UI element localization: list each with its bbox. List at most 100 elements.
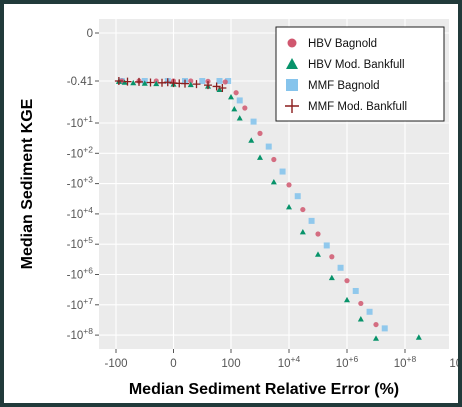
figure-panel: 0 -0.41 -10+1 -10+2 -10+3 -10+4 -10+5 -10+6 -10+… [4, 4, 458, 403]
mmf-bagnold-point [225, 78, 232, 84]
hbv-mod-bankfull-legend-key [286, 58, 298, 69]
mmf-mod-bankfull-point [218, 84, 227, 93]
y-tick-exponent: +8 [83, 326, 93, 336]
mmf-bagnold-legend-key [286, 79, 298, 91]
y-tick-exponent: +4 [83, 205, 93, 215]
y-tick-label: 0 [87, 28, 93, 40]
hbv-bagnold-legend-label: HBV Bagnold [308, 38, 377, 50]
hbv-bagnold-point [222, 79, 228, 85]
y-tick-label: -10+3 [67, 175, 94, 191]
y-tick-label: -10+7 [67, 296, 94, 312]
x-tick-label: 0 [170, 358, 176, 370]
mmf-mod-bankfull-point [114, 77, 123, 85]
hbv-bagnold-point [257, 130, 263, 136]
y-tick-exponent: +5 [83, 235, 93, 245]
x-tick-label: -100 [104, 358, 127, 370]
hbv-mod-bankfull-point [130, 79, 137, 86]
hbv-bagnold-point [344, 278, 350, 284]
y-axis-title: Median Sediment KGE [19, 98, 36, 269]
mmf-mod-bankfull-point [204, 81, 212, 90]
y-tick-label: -10+2 [67, 144, 94, 160]
hbv-mod-bankfull-point [248, 137, 255, 143]
hbv-bagnold-point [188, 78, 194, 84]
y-tick-label: -10+1 [67, 114, 94, 130]
y-tick-labels: 0 -0.41 -10+1 -10+2 -10+3 -10+4 -10+5 -10+6 -10+… [67, 28, 99, 342]
hbv-bagnold-point [329, 254, 335, 260]
x-tick-label: 10+10 [449, 354, 458, 370]
y-tick-label: -10+6 [67, 266, 94, 282]
hbv-mod-bankfull-legend-label: HBV Mod. Bankfull [308, 59, 405, 71]
mmf-mod-bankfull-point [192, 80, 201, 89]
mmf-bagnold-point [323, 242, 330, 249]
y-tick-exponent: +7 [83, 296, 93, 306]
mmf-mod-bankfull-point [135, 77, 143, 86]
mmf-bagnold-point [294, 193, 301, 200]
mmf-bagnold-point [366, 308, 373, 315]
hbv-bagnold-point [358, 300, 364, 307]
y-tick-label: -0.41 [67, 76, 93, 88]
hbv-mod-bankfull-point [153, 80, 160, 87]
x-tick-label: 100 [221, 358, 240, 370]
mmf-bagnold-point [216, 78, 223, 84]
hbv-bagnold-point [286, 182, 292, 188]
mmf-mod-bankfull-point [212, 82, 221, 91]
mmf-mod-bankfull-point [175, 79, 184, 88]
x-tick-label: 10+6 [336, 354, 359, 370]
hbv-mod-bankfull-point [315, 251, 321, 257]
hbv-bagnold-point [373, 321, 379, 328]
hbv-mod-bankfull-point [228, 93, 234, 100]
hbv-mod-bankfull-point [344, 296, 350, 303]
mmf-mod-bankfull-legend-key [285, 99, 299, 113]
legend: HBV Bagnold HBV Mod. Bankfull MMF Bagnold M… [275, 26, 445, 122]
hbv-mod-bankfull-point [299, 228, 306, 235]
mmf-mod-bankfull-legend-label: MMF Mod. Bankfull [308, 101, 407, 113]
x-tick-label: 10+4 [278, 354, 301, 370]
hbv-mod-bankfull-point [257, 154, 263, 160]
mmf-bagnold-point [199, 78, 206, 84]
hbv-bagnold-point [315, 231, 321, 237]
hbv-mod-bankfull-point [415, 334, 422, 340]
scatter-chart: 0 -0.41 -10+1 -10+2 -10+3 -10+4 -10+5 -10+6 -10+… [19, 19, 458, 398]
hbv-mod-bankfull-point [357, 316, 364, 322]
mmf-bagnold-point [337, 264, 344, 271]
hbv-mod-bankfull-point [187, 81, 194, 88]
hbv-mod-bankfull-point [286, 203, 292, 210]
legend-box [275, 26, 445, 122]
hbv-mod-bankfull-point [236, 115, 243, 121]
y-tick-exponent: +3 [83, 175, 93, 185]
mmf-mod-bankfull-point [123, 77, 132, 86]
y-tick-exponent: +1 [83, 114, 93, 124]
mmf-bagnold-point [308, 217, 315, 224]
x-tick-exponent: +6 [349, 354, 359, 364]
hbv-mod-bankfull-point [141, 80, 148, 86]
hbv-mod-bankfull-point [270, 179, 277, 185]
hbv-mod-bankfull-point [328, 274, 335, 281]
y-tick-exponent: +6 [83, 266, 93, 276]
hbv-bagnold-point [233, 90, 239, 96]
hbv-mod-bankfull-point [231, 105, 238, 112]
hbv-bagnold-point [242, 105, 248, 111]
mmf-bagnold-point [279, 168, 286, 175]
mmf-bagnold-legend-label: MMF Bagnold [308, 80, 380, 92]
y-tick-label: -10+4 [67, 205, 94, 221]
hbv-mod-bankfull-point [216, 86, 223, 92]
y-tick-exponent: +2 [83, 144, 93, 154]
mmf-mod-bankfull-point [163, 78, 172, 87]
y-tick-label: -10+5 [67, 235, 94, 251]
mmf-bagnold-point [236, 97, 243, 104]
data-points [114, 77, 422, 341]
x-axis-title: Median Sediment Relative Error (%) [129, 381, 399, 398]
mmf-bagnold-point [250, 118, 257, 125]
x-tick-label: 10+8 [394, 354, 417, 370]
mmf-bagnold-point [381, 325, 388, 332]
hbv-bagnold-legend-key [287, 38, 297, 48]
hbv-mod-bankfull-point [373, 335, 379, 341]
y-tick-label: -10+8 [67, 326, 94, 342]
mmf-mod-bankfull-point [146, 78, 155, 87]
x-tick-labels: -100 0 100 10+4 10+6 10+8 10+10 [104, 349, 458, 370]
x-tick-exponent: +4 [291, 354, 301, 364]
mmf-bagnold-point [352, 287, 359, 294]
hbv-bagnold-point [300, 206, 306, 213]
x-tick-exponent: +8 [407, 354, 417, 364]
hbv-bagnold-point [271, 156, 277, 163]
